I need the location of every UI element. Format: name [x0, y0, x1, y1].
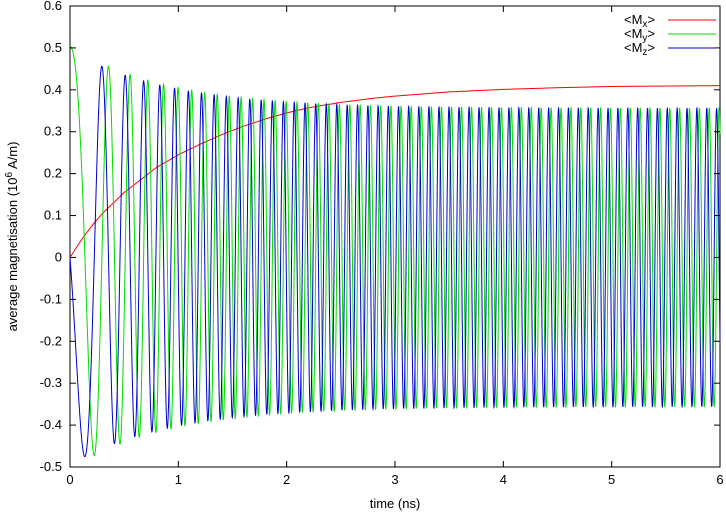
- y-tick-label: 0.2: [44, 166, 62, 181]
- series-mx-line: [69, 85, 721, 258]
- y-tick-label: -0.3: [40, 375, 62, 390]
- y-axis-label: average magnetisation (106 A/m): [4, 142, 20, 332]
- x-tick-label: 6: [716, 472, 723, 487]
- legend-label-x: <Mx>: [624, 12, 655, 30]
- y-tick-label: 0.3: [44, 124, 62, 139]
- x-tick-label: 4: [500, 472, 507, 487]
- series-my-line: [69, 45, 721, 456]
- x-tick-label: 0: [66, 472, 73, 487]
- y-tick-label: 0.6: [44, 0, 62, 13]
- x-axis-label: time (ns): [370, 496, 421, 511]
- legend-label-y: <My>: [624, 26, 655, 44]
- y-tick-label: 0.4: [44, 82, 62, 97]
- legend: <Mx><My><Mz>: [624, 12, 716, 58]
- series-layer: [69, 45, 721, 458]
- x-tick-label: 3: [391, 472, 398, 487]
- y-tick-label: -0.5: [40, 459, 62, 474]
- x-tick-label: 1: [175, 472, 182, 487]
- y-tick-label: -0.2: [40, 333, 62, 348]
- y-tick-label: 0: [55, 249, 62, 264]
- y-tick-label: -0.1: [40, 291, 62, 306]
- axis-ticks: 0 1 2 3 4 5 6 -0.5 -0.4 -0.3 -0.2 -0.1 0 0.1 0.2 0.3 0.4…: [40, 0, 724, 487]
- series-mz-line: [69, 65, 721, 458]
- legend-label-z: <Mz>: [624, 40, 655, 58]
- x-tick-label: 5: [608, 472, 615, 487]
- x-tick-label: 2: [283, 472, 290, 487]
- y-tick-label: 0.5: [44, 40, 62, 55]
- y-tick-label: -0.4: [40, 417, 62, 432]
- y-tick-label: 0.1: [44, 208, 62, 223]
